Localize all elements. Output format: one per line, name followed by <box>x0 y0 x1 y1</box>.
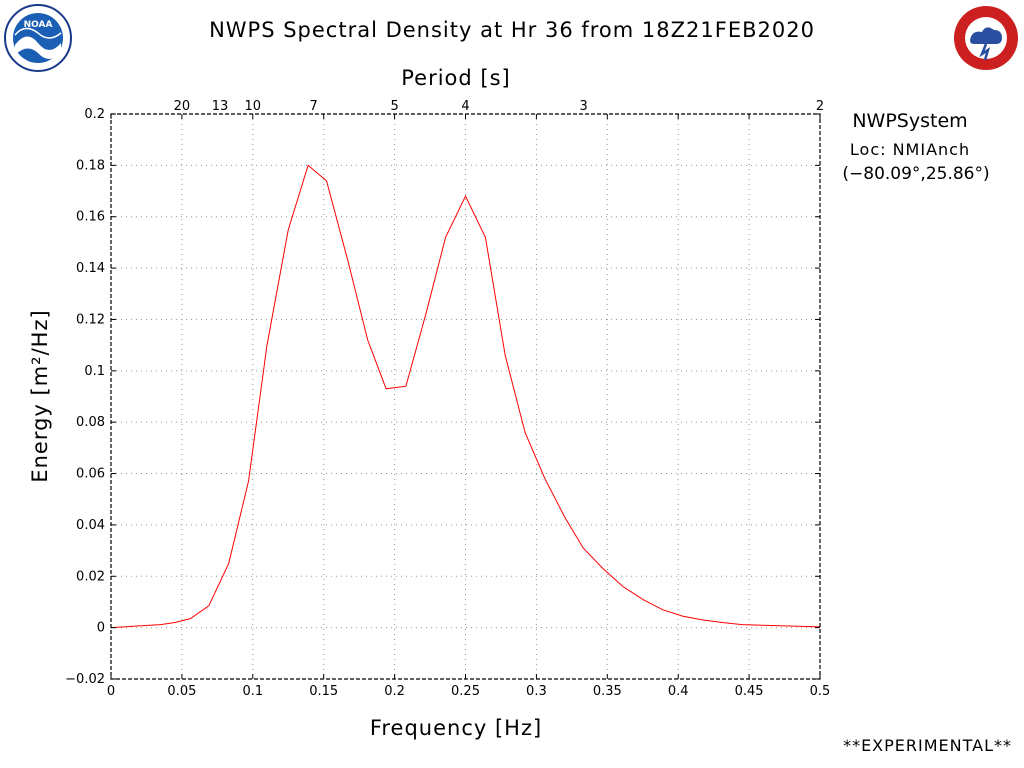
svg-text:NOAA: NOAA <box>24 20 53 30</box>
chart-title: NWPS Spectral Density at Hr 36 from 18Z2… <box>209 18 815 42</box>
x-tick-label: 0.1 <box>242 684 263 699</box>
station-name: NWPSystem <box>852 110 968 132</box>
experimental-label: **EXPERIMENTAL** <box>843 736 1012 755</box>
station-location: Loc: NMIAnch <box>849 140 971 159</box>
x-tick-label: 0.4 <box>668 684 689 699</box>
x-tick-label: 0.25 <box>451 684 480 699</box>
x-tick-label: 0.2 <box>384 684 405 699</box>
period-tick-label: 5 <box>390 99 398 114</box>
series-layer <box>110 164 821 629</box>
y-tick-label: −0.02 <box>65 672 105 687</box>
y-tick-label: 0.16 <box>76 210 105 225</box>
axis-layer <box>110 113 821 680</box>
y-tick-label: 0.06 <box>76 467 105 482</box>
grid-layer <box>111 114 820 679</box>
y-tick-label: 0.12 <box>76 312 105 327</box>
x-tick-label: 0.35 <box>593 684 622 699</box>
x-tick-label: 0.3 <box>526 684 547 699</box>
y-tick-label: 0 <box>97 621 105 636</box>
y-tick-label: 0.14 <box>76 261 105 276</box>
period-tick-label: 2 <box>816 99 824 114</box>
period-tick-label: 3 <box>579 99 587 114</box>
national-weather-service-logo <box>954 6 1018 70</box>
period-axis-label: Period [s] <box>401 66 511 90</box>
noaa-logo: NOAA <box>4 4 72 72</box>
x-tick-label: 0.45 <box>735 684 764 699</box>
y-tick-label: 0.08 <box>76 415 105 430</box>
period-tick-label: 20 <box>174 99 191 114</box>
spectral-density-line <box>110 164 821 629</box>
tick-label-layer: 0 0.05 0.1 0.15 0.2 0.25 0.3 0.35 0.4 0.45 0.5−0.0… <box>65 99 830 699</box>
y-tick-label: 0.18 <box>76 158 105 173</box>
y-tick-label: 0.02 <box>76 569 105 584</box>
x-tick-label: 0.05 <box>167 684 196 699</box>
period-tick-label: 13 <box>212 99 229 114</box>
station-coordinates: (−80.09°,25.86°) <box>842 164 990 184</box>
y-tick-label: 0.1 <box>84 364 105 379</box>
y-tick-label: 0.2 <box>84 107 105 122</box>
y-tick-label: 0.04 <box>76 518 105 533</box>
x-tick-label: 0.15 <box>309 684 338 699</box>
period-tick-label: 7 <box>309 99 317 114</box>
x-tick-label: 0.5 <box>810 684 831 699</box>
period-tick-label: 10 <box>245 99 262 114</box>
x-tick-label: 0 <box>107 684 115 699</box>
period-tick-label: 4 <box>461 99 469 114</box>
x-axis-label: Frequency [Hz] <box>369 716 543 740</box>
